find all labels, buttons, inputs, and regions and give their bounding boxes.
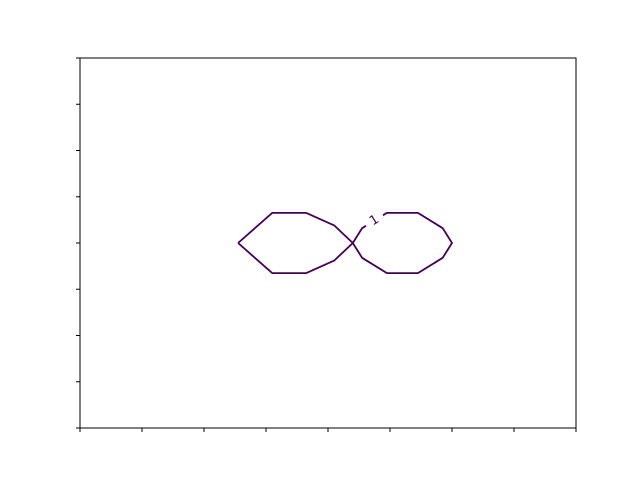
- contour-label-gap-0: [361, 207, 388, 234]
- contour-labels: 1: [361, 207, 388, 234]
- axis-ticks: [76, 57, 577, 432]
- plot-area: [80, 58, 576, 428]
- plot-background: [80, 58, 576, 428]
